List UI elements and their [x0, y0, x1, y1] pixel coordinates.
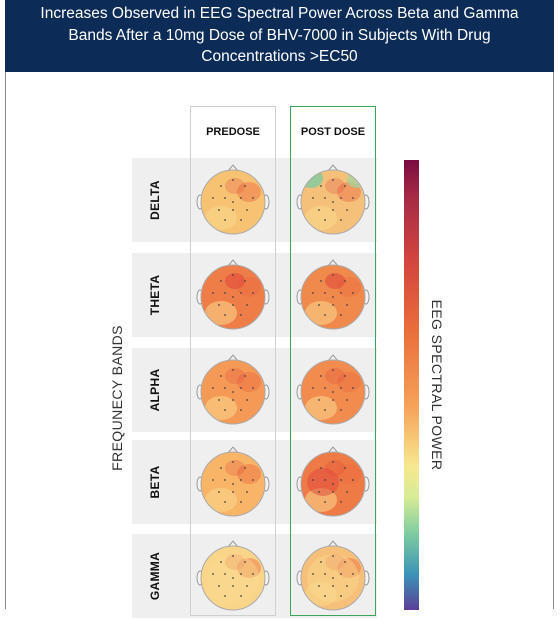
topomap-theta-predose — [191, 253, 275, 337]
topomap-beta-postdose — [291, 440, 375, 524]
band-label-delta: DELTA — [148, 180, 162, 220]
frequency-bands-axis-label: FREQUNECY BANDS — [109, 325, 125, 471]
colorbar-label: EEG SPECTRAL POWER — [429, 299, 445, 471]
title-line-2: Bands After a 10mg Dose of BHV-7000 in S… — [68, 26, 491, 44]
topomap-theta-postdose — [291, 253, 375, 337]
title-line-1: Increases Observed in EEG Spectral Power… — [40, 5, 519, 22]
postdose-column-box — [290, 106, 376, 616]
topomap-alpha-postdose — [291, 348, 375, 432]
topomap-delta-postdose — [291, 158, 375, 242]
topomap-alpha-predose — [191, 348, 275, 432]
predose-column-box — [190, 106, 276, 616]
topomap-gamma-postdose — [291, 534, 375, 618]
band-label-beta: BETA — [148, 465, 162, 499]
band-label-gamma: GAMMA — [148, 551, 162, 601]
band-label-theta: THETA — [148, 274, 162, 316]
postdose-header: POST DOSE — [300, 126, 366, 138]
predose-header: PREDOSE — [206, 126, 260, 138]
band-label-alpha: ALPHA — [148, 368, 162, 412]
title-line-3: Concentrations >EC50 — [201, 48, 358, 65]
colorbar — [404, 160, 419, 610]
topomap-beta-predose — [191, 440, 275, 524]
topomap-delta-predose — [191, 158, 275, 242]
topomap-gamma-predose — [191, 534, 275, 618]
figure-panel — [6, 72, 553, 609]
title-banner: Increases Observed in EEG Spectral Power… — [5, 0, 554, 72]
